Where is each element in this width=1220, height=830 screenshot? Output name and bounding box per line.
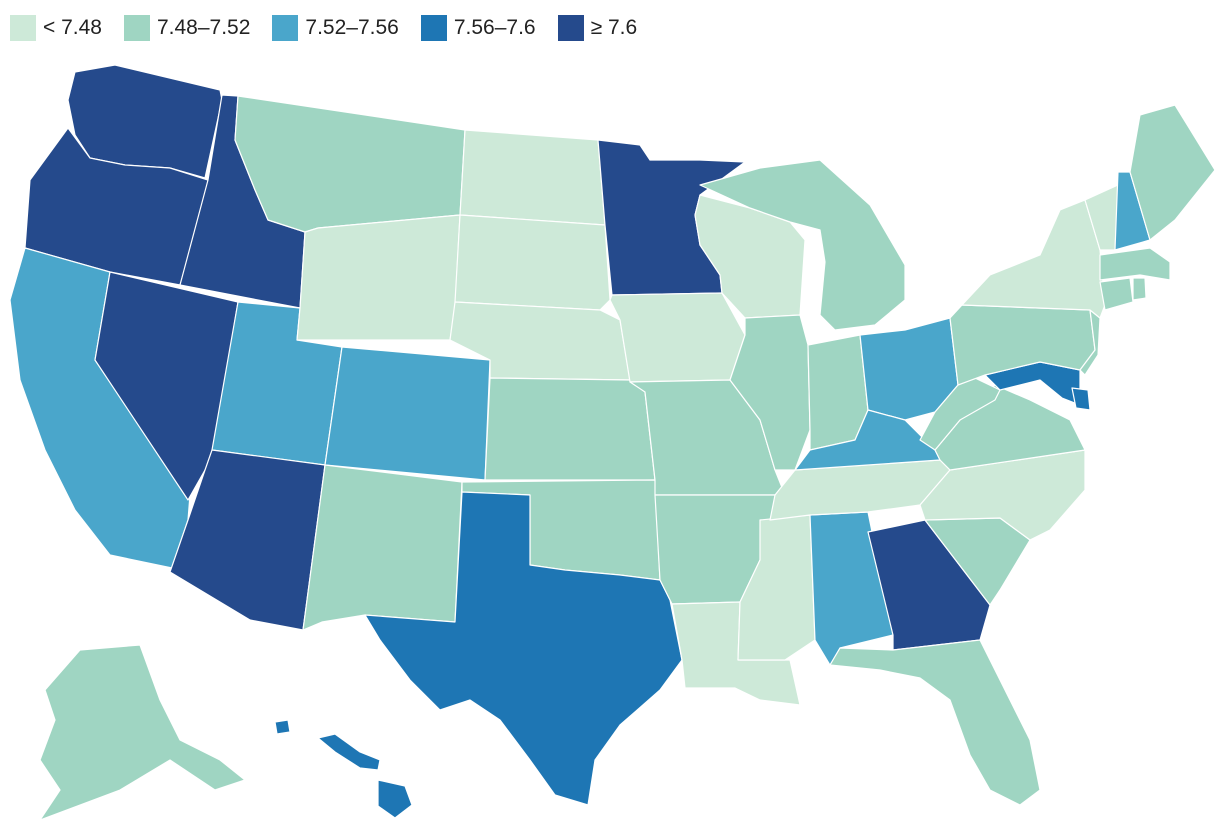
state-AK[interactable] — [39, 644, 246, 821]
state-WY[interactable] — [296, 214, 461, 341]
legend-swatch — [557, 15, 584, 41]
state-MT[interactable] — [234, 95, 466, 233]
state-ND[interactable] — [459, 129, 606, 226]
map-legend: < 7.48 7.48–7.52 7.52–7.56 7.56–7.6 ≥ 7.… — [10, 12, 659, 44]
legend-item-7-52-7-56: 7.52–7.56 — [272, 15, 399, 41]
state-CT[interactable] — [1099, 277, 1134, 311]
legend-swatch — [123, 15, 150, 41]
legend-swatch — [420, 15, 447, 41]
state-NM[interactable] — [302, 464, 463, 631]
state-IA[interactable] — [609, 292, 746, 383]
state-ME[interactable] — [1129, 104, 1216, 241]
state-KS[interactable] — [484, 377, 656, 481]
state-MA[interactable] — [1099, 247, 1171, 281]
state-TX[interactable] — [364, 491, 683, 806]
state-NY[interactable] — [961, 199, 1106, 319]
state-FL[interactable] — [829, 639, 1041, 806]
legend-item-7-48-7-52: 7.48–7.52 — [123, 15, 251, 41]
legend-label: < 7.48 — [43, 16, 102, 39]
legend-label: 7.56–7.6 — [453, 16, 536, 39]
state-SD[interactable] — [454, 214, 611, 311]
state-IL[interactable] — [729, 314, 811, 471]
legend-item-lt-7-48: < 7.48 — [10, 15, 102, 41]
state-MI[interactable] — [699, 159, 906, 331]
legend-item-7-56-7-6: 7.56–7.6 — [420, 15, 536, 41]
legend-label: 7.52–7.56 — [305, 16, 399, 39]
state-HI[interactable] — [274, 719, 413, 819]
state-RI[interactable] — [1132, 277, 1147, 301]
state-DE[interactable] — [1071, 387, 1091, 411]
legend-label: 7.48–7.52 — [156, 16, 251, 39]
legend-swatch — [272, 15, 299, 41]
state-CO[interactable] — [324, 346, 491, 481]
legend-swatch — [10, 15, 36, 41]
legend-item-gte-7-6: ≥ 7.6 — [557, 15, 638, 41]
legend-label: ≥ 7.6 — [590, 16, 638, 39]
